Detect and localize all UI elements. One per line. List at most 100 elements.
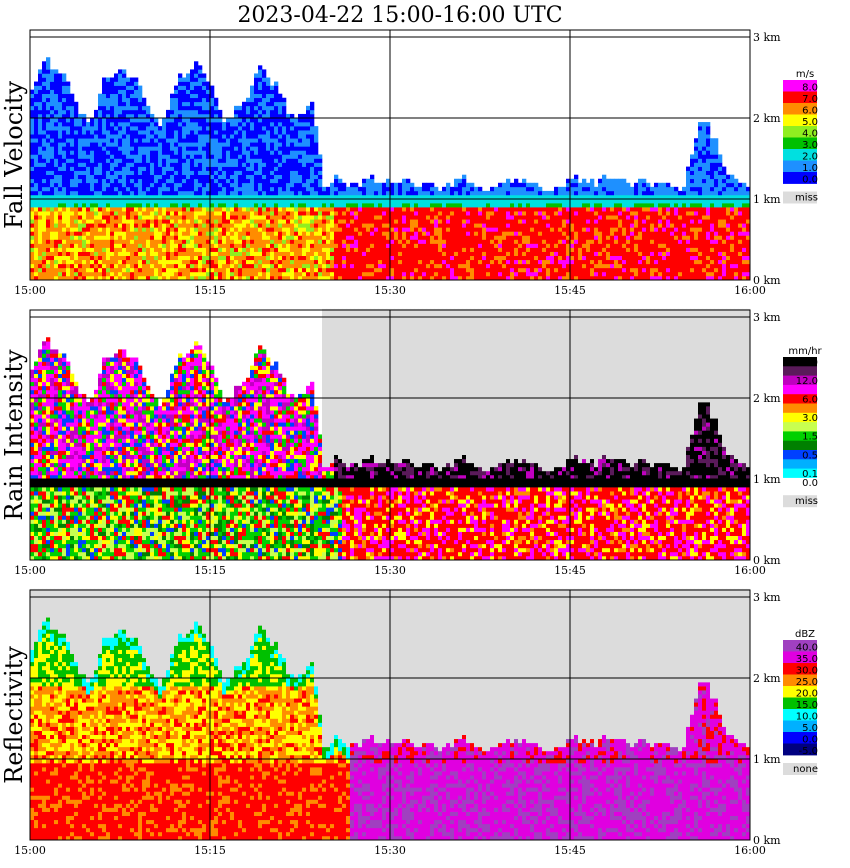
data-cell bbox=[146, 263, 151, 277]
data-cell bbox=[58, 369, 63, 374]
data-cell bbox=[694, 150, 699, 159]
data-cell bbox=[54, 507, 59, 512]
data-cell bbox=[46, 97, 51, 103]
data-cell bbox=[642, 207, 647, 212]
data-cell bbox=[166, 507, 171, 512]
data-cell bbox=[110, 211, 115, 216]
data-cell bbox=[94, 495, 99, 504]
data-cell bbox=[78, 418, 83, 423]
data-cell bbox=[122, 414, 127, 419]
data-cell bbox=[350, 235, 355, 240]
data-cell bbox=[102, 515, 107, 520]
data-cell bbox=[626, 207, 631, 212]
data-cell bbox=[178, 223, 183, 228]
data-cell bbox=[138, 511, 143, 516]
data-cell bbox=[50, 519, 55, 524]
data-cell bbox=[394, 182, 399, 196]
data-cell bbox=[622, 194, 627, 208]
data-cell bbox=[62, 97, 67, 103]
data-cell bbox=[70, 426, 75, 431]
data-cell bbox=[66, 523, 71, 528]
data-cell bbox=[582, 203, 587, 208]
data-cell bbox=[202, 109, 207, 115]
data-cell bbox=[130, 357, 135, 366]
data-cell bbox=[126, 507, 131, 516]
data-cell bbox=[674, 227, 679, 232]
data-cell bbox=[282, 154, 287, 163]
data-cell bbox=[126, 430, 131, 435]
data-cell bbox=[98, 393, 103, 399]
data-cell bbox=[178, 211, 183, 216]
data-cell bbox=[162, 462, 167, 468]
y-tick-label: 1 km bbox=[753, 193, 781, 206]
data-cell bbox=[290, 251, 295, 256]
data-cell bbox=[174, 414, 179, 419]
data-cell bbox=[250, 146, 255, 151]
data-cell bbox=[62, 211, 67, 224]
data-cell bbox=[106, 450, 111, 455]
data-cell bbox=[434, 263, 439, 269]
data-cell bbox=[66, 527, 71, 532]
data-cell bbox=[706, 126, 711, 135]
data-cell bbox=[470, 186, 475, 192]
data-cell bbox=[386, 223, 391, 228]
data-cell bbox=[238, 190, 243, 196]
data-cell bbox=[166, 414, 171, 419]
data-cell bbox=[58, 174, 63, 188]
data-cell bbox=[42, 406, 47, 411]
data-cell bbox=[142, 227, 147, 232]
data-cell bbox=[78, 535, 83, 541]
data-cell bbox=[174, 527, 179, 532]
data-cell bbox=[142, 122, 147, 131]
data-cell bbox=[90, 203, 95, 208]
data-cell bbox=[346, 239, 351, 244]
data-cell bbox=[258, 81, 263, 90]
data-cell bbox=[110, 402, 115, 411]
data-cell bbox=[670, 194, 675, 208]
data-cell bbox=[402, 223, 407, 228]
data-cell bbox=[38, 154, 43, 163]
data-cell bbox=[58, 255, 63, 265]
data-cell bbox=[222, 259, 227, 265]
data-cell bbox=[170, 539, 175, 545]
data-cell bbox=[50, 259, 55, 281]
data-cell bbox=[54, 227, 59, 232]
data-cell bbox=[314, 223, 319, 228]
data-cell bbox=[42, 398, 47, 403]
data-cell bbox=[162, 466, 167, 472]
data-cell bbox=[646, 263, 651, 281]
data-cell bbox=[266, 101, 271, 107]
data-cell bbox=[250, 142, 255, 147]
data-cell bbox=[194, 527, 199, 532]
legend-label: 6.0 bbox=[802, 106, 818, 117]
data-cell bbox=[166, 389, 171, 399]
data-cell bbox=[314, 231, 319, 236]
data-cell bbox=[734, 263, 739, 269]
data-cell bbox=[150, 186, 155, 196]
data-cell bbox=[38, 373, 43, 379]
data-cell bbox=[406, 178, 411, 184]
data-cell bbox=[142, 389, 147, 395]
data-cell bbox=[334, 186, 339, 192]
data-cell bbox=[698, 263, 703, 281]
data-cell bbox=[138, 543, 143, 549]
data-cell bbox=[286, 251, 291, 269]
data-cell bbox=[178, 410, 183, 415]
data-cell bbox=[190, 271, 195, 277]
data-cell bbox=[94, 507, 99, 512]
data-cell bbox=[230, 215, 235, 220]
data-cell bbox=[98, 190, 103, 196]
data-cell bbox=[174, 398, 179, 407]
data-cell bbox=[78, 458, 83, 464]
data-cell bbox=[714, 194, 719, 208]
data-cell bbox=[106, 547, 111, 557]
data-cell bbox=[122, 194, 127, 208]
data-cell bbox=[290, 113, 295, 119]
data-cell bbox=[38, 243, 43, 256]
data-cell bbox=[122, 547, 127, 553]
data-cell bbox=[618, 259, 623, 265]
data-cell bbox=[90, 134, 95, 139]
data-cell bbox=[610, 215, 615, 220]
data-cell bbox=[346, 207, 351, 212]
